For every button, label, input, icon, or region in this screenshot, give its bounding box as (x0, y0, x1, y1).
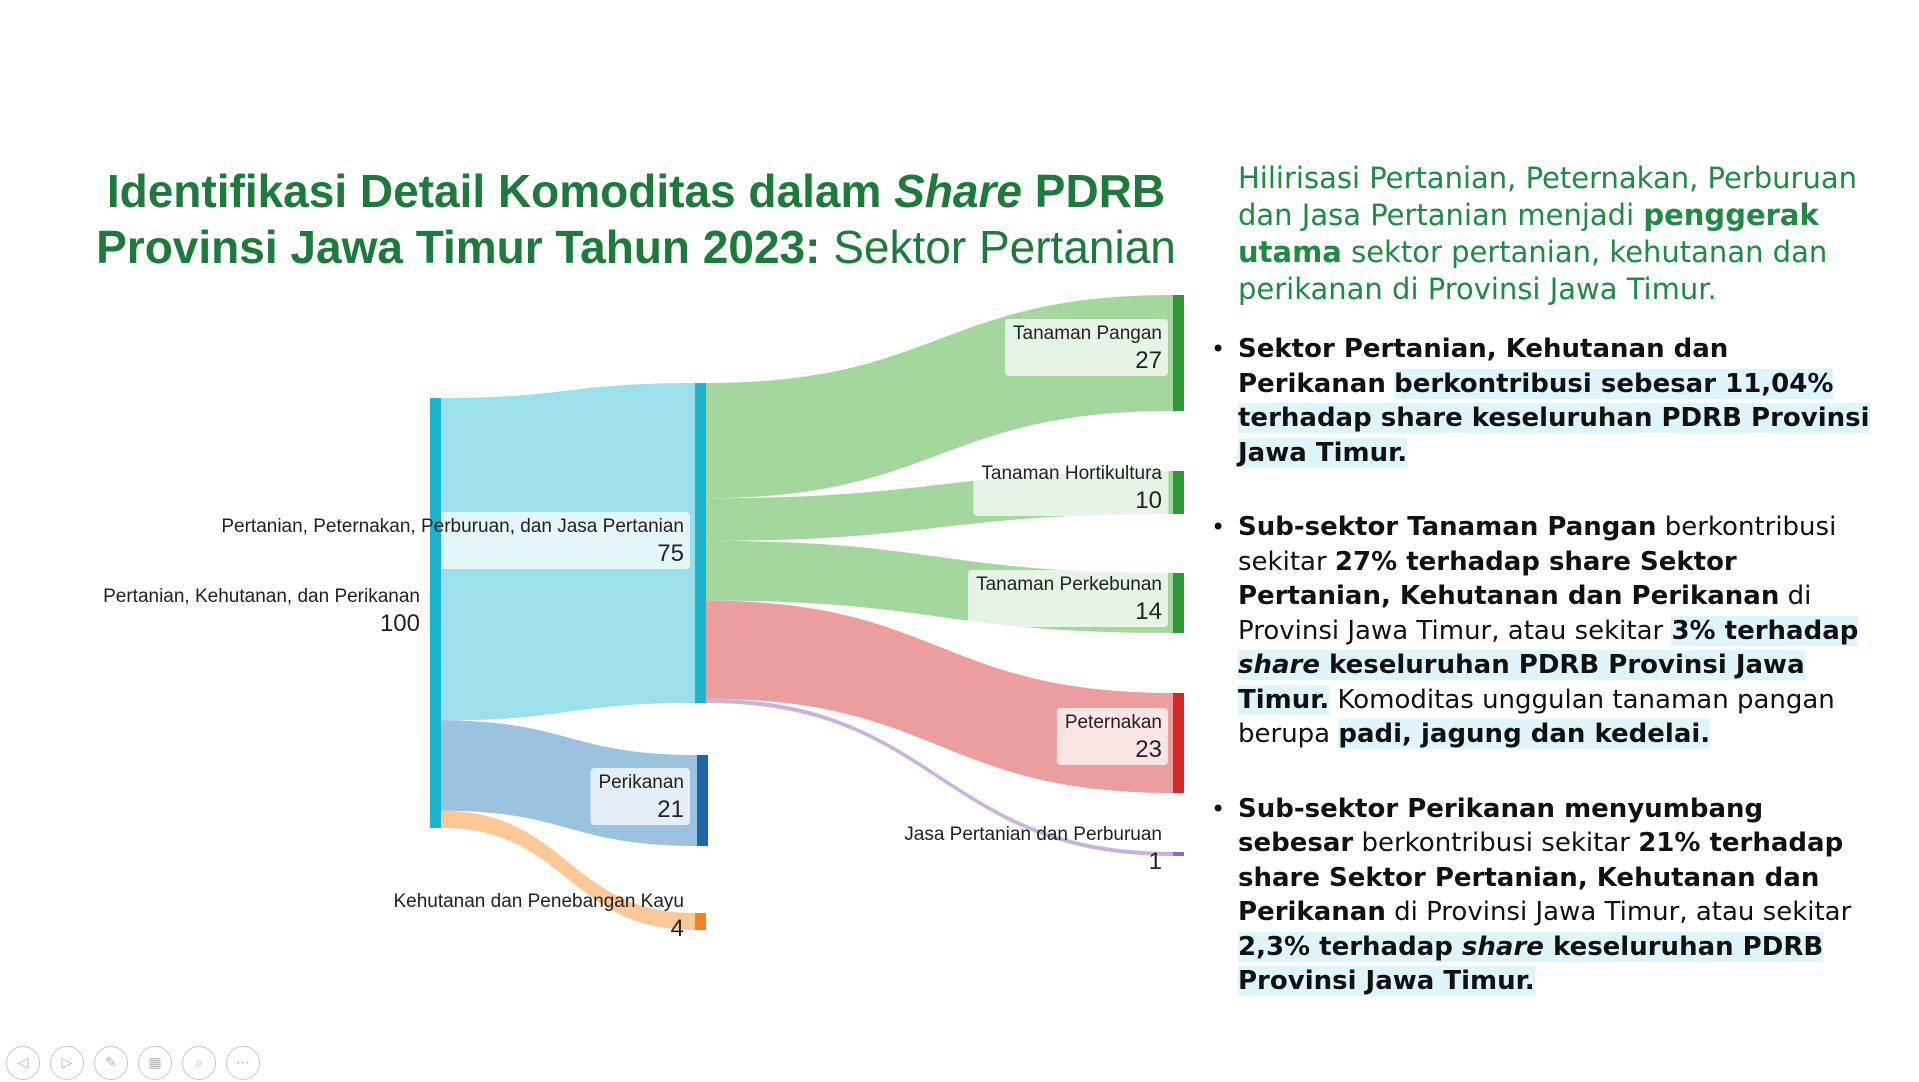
sankey-node-ternak (1173, 693, 1184, 793)
sankey-value-pangan: 27 (1135, 347, 1162, 374)
title-part-3: Provinsi Jawa Timur Tahun 2023: (96, 221, 821, 273)
sankey-label-ppbj: Pertanian, Peternakan, Perburuan, dan Ja… (221, 516, 684, 537)
sankey-value-kehutanan: 4 (671, 915, 684, 942)
sankey-value-root: 100 (380, 610, 420, 637)
b3-text-2: di Provinsi Jawa Timur, atau sekitar (1385, 897, 1852, 927)
bullet-tanaman-pangan: • Sub-sektor Tanaman Pangan berkontribus… (1211, 510, 1878, 752)
sankey-node-jasa (1173, 852, 1184, 856)
b2-bold-2: 27% terhadap share Sektor Pertanian, Keh… (1238, 546, 1780, 612)
slide-title: Identifikasi Detail Komoditas dalam Shar… (76, 163, 1196, 275)
title-part-1: Identifikasi Detail Komoditas dalam (106, 165, 895, 217)
see-all-slides-icon[interactable]: ▦ (138, 1046, 172, 1080)
summary-panel: Hilirisasi Pertanian, Peternakan, Perbur… (1211, 160, 1878, 1039)
next-slide-icon[interactable]: ▷ (50, 1046, 84, 1080)
sankey-diagram: Pertanian, Kehutanan, dan Perikanan 100 Pe… (103, 295, 1184, 942)
b2-text-1: berkontribusi sekitar (1238, 512, 1837, 577)
sankey-label-boxes (213, 319, 1169, 825)
sankey-nodes (430, 295, 1184, 930)
sankey-label-ternak: Peternakan (1065, 712, 1162, 733)
bullet-sektor: • Sektor Pertanian, Kehutanan dan Perika… (1211, 332, 1878, 470)
b2-hl-2: keseluruhan PDRB Provinsi Jawa Timur. (1238, 650, 1805, 715)
more-options-icon[interactable]: ⋯ (226, 1046, 260, 1080)
b2-text-2: di Provinsi Jawa Timur, atau sekitar (1238, 581, 1812, 646)
intro-part-2: sektor pertanian, kehutanan dan perikana… (1238, 235, 1828, 306)
pen-icon[interactable]: ✎ (94, 1046, 128, 1080)
sankey-label-box-ppbj (213, 512, 690, 569)
b3-hl-italic: share (1461, 931, 1544, 962)
sankey-label-root: Pertanian, Kehutanan, dan Perikanan (103, 586, 420, 607)
sankey-label-box-horti (973, 459, 1169, 516)
sankey-node-pangan (1173, 295, 1184, 411)
intro-bold: penggerak utama (1238, 198, 1819, 269)
sankey-value-horti: 10 (1135, 487, 1162, 514)
title-part-2: PDRB (1022, 165, 1166, 217)
sankey-value-ternak: 23 (1135, 736, 1162, 763)
zoom-icon[interactable]: ⌕ (182, 1046, 216, 1080)
sankey-label-box-perikanan (590, 768, 690, 825)
sankey-label-box-ternak (1056, 708, 1168, 765)
sankey-node-kehutanan (695, 913, 706, 930)
sankey-node-horti (1173, 471, 1184, 514)
sankey-label-box-pangan (1005, 319, 1168, 376)
sankey-label-kehutanan: Kehutanan dan Penebangan Kayu (393, 891, 684, 912)
sankey-value-perikanan: 21 (657, 796, 684, 823)
previous-slide-icon[interactable]: ◁ (6, 1046, 40, 1080)
sankey-link-ppbj-ternak (706, 600, 1173, 793)
b2-highlight-3: padi, jagung dan kedelai. (1338, 719, 1711, 749)
sankey-label-horti: Tanaman Hortikultura (981, 463, 1162, 484)
sankey-value-kebun: 14 (1135, 598, 1162, 625)
bullet-perikanan: • Sub-sektor Perikanan menyumbang sebesa… (1211, 792, 1878, 999)
sankey-label-box-kebun (968, 570, 1168, 627)
b3-hl-2: keseluruhan PDRB Provinsi Jawa Timur. (1238, 931, 1824, 997)
b3-text-1: berkontribusi sekitar (1353, 828, 1639, 858)
bullet-dot: • (1211, 794, 1226, 823)
sankey-node-perikanan (697, 755, 708, 846)
b2-hl-italic: share (1238, 650, 1320, 680)
slideshow-nav-bar: ◁ ▷ ✎ ▦ ⌕ ⋯ (6, 1046, 260, 1082)
b3-bold-2: 21% terhadap share Sektor Pertanian, Keh… (1238, 828, 1844, 927)
sankey-value-ppbj: 75 (657, 540, 684, 567)
sankey-node-root (430, 398, 441, 828)
bullet-dot: • (1211, 513, 1226, 541)
sankey-node-kebun (1173, 573, 1184, 633)
sankey-node-ppbj (695, 383, 706, 703)
b1-bold: Sektor Pertanian, Kehutanan dan Perikana… (1238, 334, 1729, 399)
b2-hl-1: 3% terhadap (1671, 615, 1859, 646)
sankey-label-jasa: Jasa Pertanian dan Perburuan (904, 824, 1162, 845)
intro-part-1: Hilirisasi Pertanian, Peternakan, Perbur… (1238, 161, 1858, 232)
sankey-label-kebun: Tanaman Perkebunan (976, 574, 1162, 595)
sankey-value-jasa: 1 (1149, 848, 1162, 875)
b3-hl-1: 2,3% terhadap (1238, 931, 1462, 962)
sankey-label-perikanan: Perikanan (598, 772, 684, 793)
title-part-4: Sektor Pertanian (820, 221, 1176, 273)
sankey-label-pangan: Tanaman Pangan (1013, 323, 1162, 344)
title-italic: Share (894, 165, 1023, 217)
sankey-labels: Pertanian, Kehutanan, dan Perikanan 100 Pe… (103, 323, 1162, 942)
intro-text: Hilirisasi Pertanian, Peternakan, Perbur… (1238, 160, 1878, 308)
sankey-link-ppbj-jasa (706, 698, 1173, 856)
b2-text-3: Komoditas unggulan tanaman pangan berupa (1238, 684, 1835, 750)
b2-bold-1: Sub-sektor Tanaman Pangan (1238, 512, 1657, 542)
sankey-link-root-kehutanan (441, 810, 695, 930)
b3-highlight: 2,3% terhadap share keseluruhan PDRB Pro… (1238, 931, 1824, 997)
b3-bold-1: Sub-sektor Perikanan menyumbang sebesar (1238, 793, 1764, 859)
bullet-dot: • (1211, 335, 1226, 363)
